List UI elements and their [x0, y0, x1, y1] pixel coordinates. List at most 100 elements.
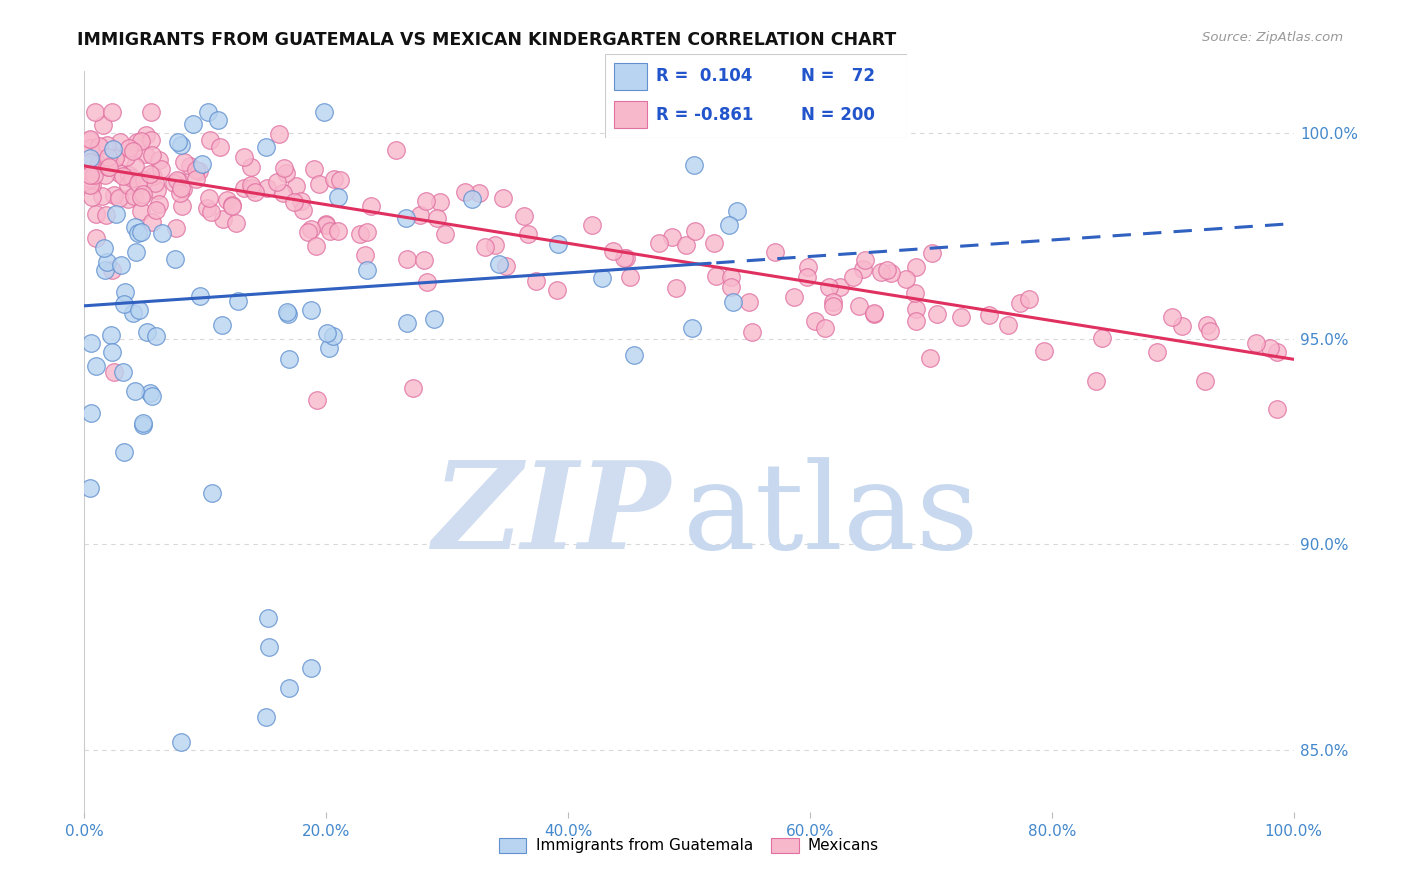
Point — [80, 336, 103, 351]
Point — [356, 263, 378, 277]
Point — [619, 269, 641, 284]
Y-axis label: Kindergarten: Kindergarten — [0, 387, 8, 496]
Point — [134, 146, 156, 161]
Point — [257, 640, 280, 655]
Point — [221, 198, 243, 212]
Point — [718, 218, 741, 232]
Point — [103, 187, 125, 202]
Point — [354, 248, 377, 262]
Point — [741, 325, 763, 339]
Point — [112, 297, 135, 311]
Point — [112, 169, 135, 183]
Point — [139, 105, 162, 120]
Point — [681, 321, 703, 335]
Legend: Immigrants from Guatemala, Mexicans: Immigrants from Guatemala, Mexicans — [494, 831, 884, 860]
Text: atlas: atlas — [683, 457, 980, 574]
Point — [314, 105, 336, 120]
Point — [83, 168, 105, 182]
Point — [1018, 292, 1040, 306]
Point — [349, 227, 371, 242]
Point — [179, 159, 201, 173]
Point — [79, 172, 101, 186]
Point — [145, 203, 167, 218]
Point — [104, 149, 127, 163]
Text: N =   72: N = 72 — [801, 68, 875, 86]
Text: N = 200: N = 200 — [801, 105, 875, 123]
Point — [240, 178, 263, 193]
FancyBboxPatch shape — [605, 54, 907, 138]
Text: ZIP: ZIP — [433, 457, 671, 574]
Point — [283, 194, 305, 209]
Point — [683, 158, 706, 172]
Point — [84, 207, 107, 221]
Point — [817, 280, 839, 294]
Point — [360, 199, 382, 213]
Point — [814, 321, 837, 335]
Point — [905, 302, 928, 317]
Point — [661, 230, 683, 244]
Point — [131, 187, 153, 202]
Point — [127, 227, 149, 241]
Point — [124, 159, 146, 173]
Point — [114, 285, 136, 299]
Point — [297, 225, 319, 239]
Point — [821, 295, 844, 310]
Point — [725, 204, 748, 219]
Point — [396, 316, 419, 330]
Point — [141, 132, 163, 146]
Point — [128, 302, 150, 317]
Point — [191, 157, 214, 171]
Point — [96, 254, 118, 268]
Point — [828, 280, 851, 294]
Point — [228, 294, 250, 309]
Point — [170, 735, 193, 749]
Point — [876, 263, 898, 277]
Point — [328, 224, 350, 238]
Point — [277, 307, 299, 321]
Point — [82, 190, 104, 204]
Point — [495, 259, 517, 273]
Point — [308, 177, 330, 191]
Point — [141, 389, 163, 403]
Point — [93, 118, 115, 132]
Point — [150, 226, 173, 240]
Point — [1244, 335, 1267, 350]
Point — [125, 245, 148, 260]
Point — [211, 318, 233, 333]
Point — [863, 307, 886, 321]
Point — [121, 171, 143, 186]
Point — [322, 329, 344, 343]
Point — [136, 326, 159, 340]
Point — [614, 251, 637, 265]
Point — [108, 135, 131, 149]
Point — [125, 135, 148, 149]
Point — [91, 189, 114, 203]
Point — [1267, 345, 1289, 359]
Point — [277, 351, 299, 366]
Point — [299, 303, 322, 318]
Point — [79, 141, 101, 155]
Point — [93, 263, 115, 277]
Point — [852, 262, 875, 277]
Point — [1171, 319, 1194, 334]
Point — [245, 185, 267, 199]
Point — [316, 326, 339, 341]
Point — [79, 151, 101, 165]
Point — [89, 138, 111, 153]
Point — [197, 191, 219, 205]
Point — [239, 160, 262, 174]
Point — [117, 178, 139, 192]
Bar — [613, 101, 647, 128]
Point — [124, 219, 146, 234]
Point — [1010, 296, 1032, 310]
Point — [921, 245, 943, 260]
Point — [148, 153, 170, 167]
Point — [146, 183, 169, 197]
Point — [132, 417, 155, 432]
Point — [225, 216, 247, 230]
Point — [318, 224, 340, 238]
Point — [395, 252, 418, 267]
Point — [84, 105, 107, 120]
Point — [122, 306, 145, 320]
Point — [385, 144, 408, 158]
